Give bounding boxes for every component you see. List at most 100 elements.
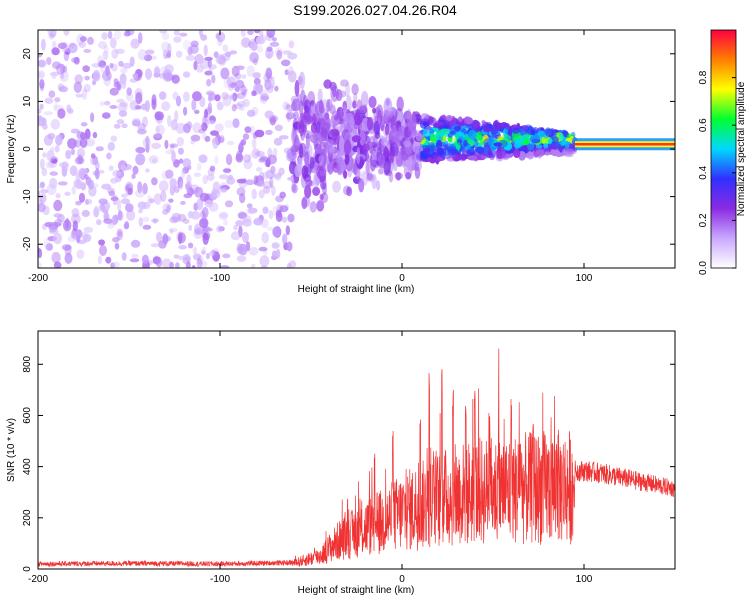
spectrogram-cell bbox=[127, 187, 133, 196]
spectrogram-cell bbox=[288, 40, 295, 49]
spectrogram-cell bbox=[240, 30, 246, 38]
spectrogram-cell bbox=[269, 41, 280, 47]
spectrogram-cell bbox=[271, 242, 280, 249]
spectrogram-cell bbox=[53, 199, 63, 212]
spectrogram-cell bbox=[161, 101, 171, 111]
spectrogram-cell bbox=[328, 146, 336, 153]
spectrogram-cell bbox=[242, 98, 250, 108]
snr-x-tick-label: 0 bbox=[399, 574, 405, 585]
spectrogram-cell bbox=[210, 64, 217, 70]
spectrogram-cell bbox=[245, 208, 256, 215]
spectrogram-cell bbox=[183, 193, 192, 199]
spectrogram-cell bbox=[48, 90, 56, 98]
spectrogram-cell bbox=[135, 153, 146, 166]
spectrogram-cell bbox=[212, 248, 220, 256]
spectrogram-cell bbox=[343, 170, 348, 179]
spectrogram-cell bbox=[351, 83, 359, 96]
spectrogram-cell bbox=[137, 201, 147, 210]
spectrogram-cell bbox=[316, 165, 324, 179]
spectrogram-cell bbox=[190, 40, 199, 48]
spectrogram-cell bbox=[153, 133, 162, 139]
spectrogram-cell bbox=[145, 49, 155, 55]
tonal-line-core bbox=[574, 142, 675, 146]
spectrogram-cell bbox=[67, 138, 77, 149]
spectrogram-cell bbox=[282, 233, 288, 245]
spectrogram-cell bbox=[66, 104, 72, 113]
spectrogram-cell bbox=[264, 110, 274, 119]
spectrogram-cell bbox=[454, 125, 461, 132]
spectrogram-cell bbox=[554, 144, 562, 149]
spectrogram-cell bbox=[406, 108, 412, 125]
spectrogram-cell bbox=[253, 217, 263, 226]
spectrogram-cell bbox=[193, 229, 203, 239]
spectrogram-cell bbox=[244, 126, 252, 134]
spectrogram-cell bbox=[305, 132, 310, 150]
spectrogram-cell bbox=[153, 72, 160, 78]
spectrogram-cell bbox=[112, 194, 118, 206]
spectrogram-cell bbox=[505, 153, 511, 159]
spectrogram-cell bbox=[138, 208, 143, 214]
spectrogram-cell bbox=[265, 32, 274, 42]
spectrogram-cell bbox=[95, 146, 104, 152]
spectrogram-cell bbox=[338, 135, 345, 153]
spectrogram-cell bbox=[99, 101, 105, 106]
spectrogram-cell bbox=[105, 65, 110, 77]
spectrogram-cell bbox=[62, 65, 68, 73]
spectrogram-cell bbox=[72, 220, 79, 232]
spectrogram-cell bbox=[180, 200, 186, 205]
spectrogram-cell bbox=[84, 198, 89, 206]
spectrogram-cell bbox=[60, 73, 65, 80]
spectrogram-cell bbox=[251, 90, 257, 97]
spectrogram-cell bbox=[79, 132, 87, 140]
spectrogram-cell bbox=[234, 86, 240, 92]
spectrogram-cell bbox=[414, 150, 421, 164]
spectrogram-cell bbox=[472, 123, 480, 128]
spectrogram-cell bbox=[113, 78, 119, 85]
spectrogram-cell bbox=[179, 181, 184, 190]
spectrogram-cell bbox=[470, 147, 475, 152]
spectrogram-cell bbox=[98, 169, 105, 174]
spectrogram-cell bbox=[222, 44, 229, 52]
spectrogram-cell bbox=[56, 63, 66, 75]
spectrogram-cell bbox=[155, 126, 160, 133]
spectrogram-cell bbox=[171, 74, 180, 84]
spectrogram-cell bbox=[161, 32, 170, 41]
spectrogram-cell bbox=[142, 182, 148, 195]
spectrogram-cell bbox=[294, 164, 302, 178]
spectrogram-cell bbox=[161, 170, 170, 180]
spectrogram-cell bbox=[527, 127, 537, 136]
spectrogram-cell bbox=[259, 171, 265, 181]
spectrogram-cell bbox=[111, 48, 119, 59]
spectrogram-cell bbox=[291, 183, 298, 194]
spectrogram-cell bbox=[185, 261, 191, 268]
spectrogram-cell bbox=[90, 153, 96, 159]
snr-y-axis: 0 200 400 600 800 bbox=[22, 355, 675, 572]
spectrogram-cell bbox=[142, 216, 150, 223]
spectrogram-cell bbox=[116, 199, 122, 212]
spectrogram-cell bbox=[98, 198, 108, 205]
spectrogram-cell bbox=[242, 89, 248, 96]
spectrogram-cell bbox=[263, 72, 272, 83]
spectrogram-cell bbox=[84, 174, 89, 180]
spectrogram-cell bbox=[404, 142, 413, 155]
spectrogram-cell bbox=[65, 149, 72, 160]
spectrogram-cell bbox=[198, 154, 208, 163]
spectrogram-cell bbox=[57, 108, 66, 119]
spectrogram-cell bbox=[79, 137, 88, 148]
spectrogram-cell bbox=[223, 77, 232, 89]
spectrogram-cell bbox=[292, 118, 298, 132]
spectrogram-cell bbox=[235, 153, 244, 163]
spectrogram-cell bbox=[48, 32, 55, 40]
spectrogram-cell bbox=[92, 69, 101, 82]
spectrogram-cell bbox=[173, 254, 180, 259]
spectrogram-cell bbox=[212, 137, 219, 149]
spectrogram-cell bbox=[169, 261, 174, 268]
spectrogram-cell bbox=[154, 111, 164, 121]
spectrogram-cell bbox=[245, 179, 254, 186]
spectrogram-cell bbox=[42, 152, 47, 158]
spectrogram-cell bbox=[50, 158, 58, 164]
spectrogram-cell bbox=[415, 132, 423, 142]
spectrogram-cell bbox=[185, 54, 196, 62]
spectrogram-cell bbox=[456, 131, 465, 137]
spectrogram-cell bbox=[226, 76, 237, 88]
